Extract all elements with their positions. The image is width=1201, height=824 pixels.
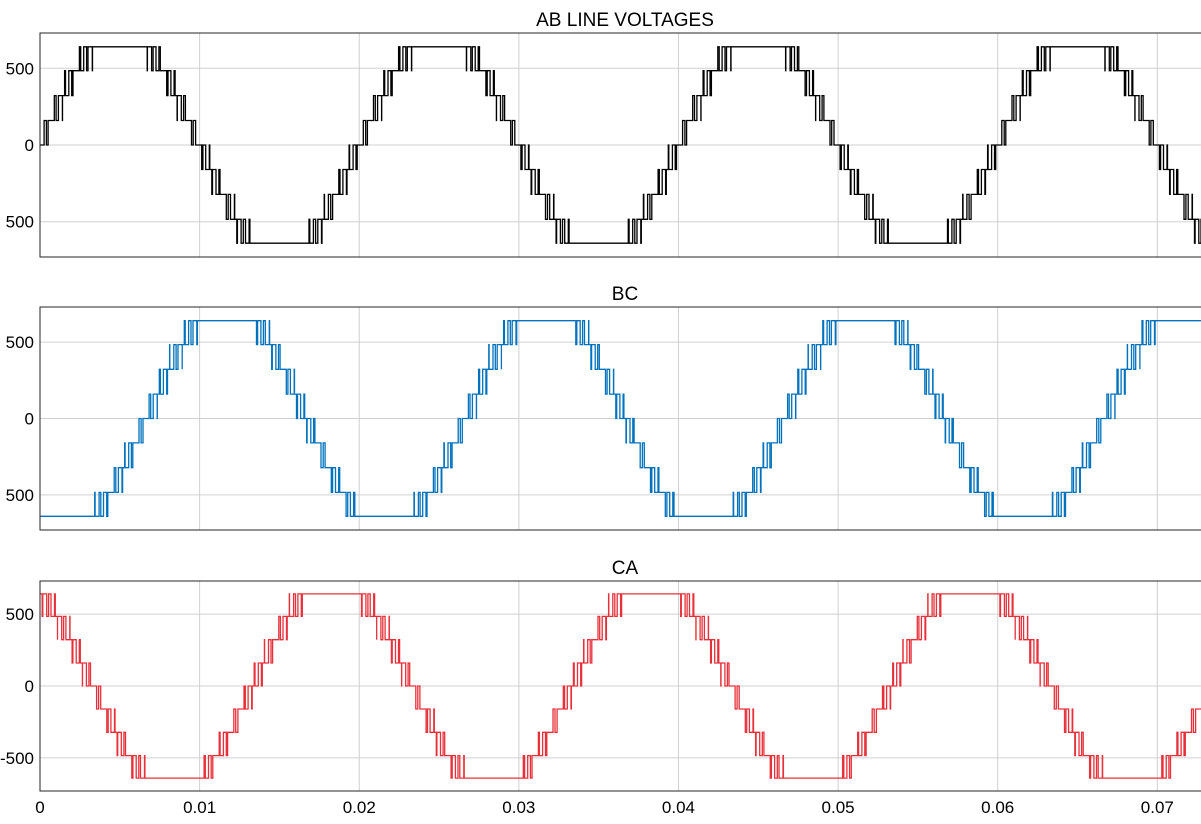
x-tick-label: 0.05: [822, 798, 855, 817]
axes-box: [39, 580, 1201, 792]
subplot-title: CA: [612, 558, 639, 579]
subplot-3: 500 0 -500 0 0.01 0.02 0.03 0.04 0.05 0.06 0.07 CA: [0, 558, 1201, 817]
x-tick-label: 0.01: [183, 798, 216, 817]
y-tick-label: -500: [0, 749, 34, 768]
axes-box: [39, 306, 1201, 531]
subplot-2: 500 0 500 BC: [6, 284, 1201, 531]
x-tick-label: 0.06: [981, 798, 1014, 817]
series-line-1-1: [40, 46, 1201, 244]
subplot-1: 500 0 500 AB LINE VOLTAGES: [6, 10, 1201, 258]
series-line-3-1: [40, 593, 1201, 779]
grid: [40, 581, 1201, 791]
y-tick-label: 500: [6, 213, 34, 232]
series-line-2-1: [40, 320, 1201, 517]
y-tick-label: 0: [25, 410, 34, 429]
y-tick-label: 500: [6, 59, 34, 78]
y-tick-label: 0: [25, 136, 34, 155]
subplot-title: AB LINE VOLTAGES: [536, 10, 714, 31]
x-tick-label: 0: [35, 798, 44, 817]
y-tick-label: 500: [6, 486, 34, 505]
x-tick-label: 0.07: [1141, 798, 1174, 817]
x-tick-label: 0.02: [343, 798, 376, 817]
axes-box: [39, 32, 1201, 258]
y-tick-label: 500: [6, 333, 34, 352]
x-tick-label: 0.04: [662, 798, 695, 817]
x-tick-label: 0.03: [502, 798, 535, 817]
y-tick-label: 500: [6, 605, 34, 624]
y-tick-label: 0: [25, 677, 34, 696]
subplot-title: BC: [612, 284, 638, 305]
